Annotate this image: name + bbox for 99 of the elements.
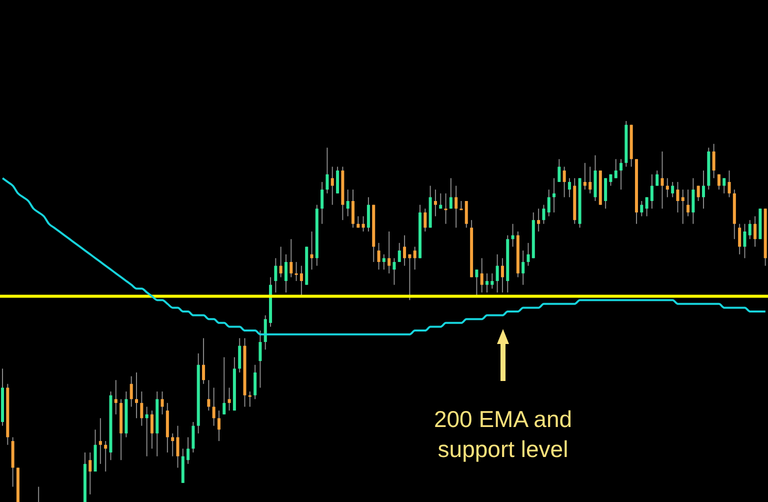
candlestick bbox=[388, 230, 391, 274]
candlestick bbox=[424, 208, 427, 232]
candlestick bbox=[377, 242, 380, 270]
candlestick bbox=[464, 200, 468, 228]
candlestick bbox=[439, 192, 442, 210]
candlestick bbox=[681, 189, 684, 224]
candlestick bbox=[754, 216, 757, 248]
candlestick bbox=[604, 178, 608, 210]
candlestick bbox=[717, 174, 720, 190]
candlestick bbox=[748, 220, 752, 240]
candlestick bbox=[522, 250, 525, 286]
candlestick bbox=[743, 223, 746, 259]
candlestick bbox=[382, 254, 386, 270]
candlestick bbox=[686, 189, 690, 217]
candlestick bbox=[135, 372, 138, 419]
candlestick bbox=[696, 185, 700, 202]
candlestick bbox=[562, 166, 566, 198]
candlestick bbox=[150, 410, 154, 450]
candlestick bbox=[614, 158, 618, 179]
candlestick bbox=[351, 189, 354, 228]
candlestick bbox=[192, 421, 195, 453]
candlestick bbox=[274, 258, 278, 293]
candlestick bbox=[88, 452, 92, 495]
candlestick bbox=[500, 258, 504, 293]
candlestick bbox=[130, 376, 133, 408]
candlestick bbox=[222, 356, 226, 415]
candlestick bbox=[145, 406, 148, 457]
candlestick bbox=[228, 387, 231, 412]
annotation: 200 EMA and support level bbox=[432, 405, 574, 464]
candlestick bbox=[366, 196, 370, 232]
candlestick bbox=[511, 223, 514, 248]
candlestick bbox=[434, 189, 437, 217]
candlestick bbox=[140, 391, 144, 426]
candlestick bbox=[676, 181, 680, 213]
candlestick bbox=[660, 150, 664, 210]
candlestick bbox=[738, 223, 742, 255]
candlestick bbox=[403, 234, 406, 266]
candlestick bbox=[650, 174, 654, 210]
candlestick bbox=[398, 242, 401, 262]
candlestick bbox=[320, 181, 324, 224]
candlestick bbox=[620, 158, 623, 190]
candlestick bbox=[640, 200, 644, 217]
candlestick bbox=[186, 436, 190, 464]
candlestick bbox=[444, 192, 448, 224]
candlestick bbox=[310, 230, 314, 270]
candlestick bbox=[460, 200, 463, 210]
candlestick bbox=[207, 380, 210, 412]
candlestick bbox=[202, 338, 206, 384]
candlestick bbox=[490, 272, 494, 290]
candlestick bbox=[552, 178, 556, 213]
candlestick bbox=[238, 338, 242, 373]
candlestick bbox=[671, 181, 674, 198]
candlestick bbox=[568, 178, 571, 198]
candlestick bbox=[217, 410, 220, 442]
candlestick bbox=[408, 254, 412, 301]
candlestick bbox=[486, 272, 489, 293]
candlestick bbox=[656, 170, 659, 186]
candlestick bbox=[294, 261, 298, 282]
candlestick bbox=[475, 269, 478, 297]
candlestick bbox=[326, 147, 329, 194]
candlestick bbox=[104, 440, 108, 472]
candlestick bbox=[258, 330, 262, 388]
candlestick bbox=[583, 162, 586, 190]
candlestick bbox=[98, 418, 102, 464]
candlestick bbox=[279, 246, 282, 278]
candlestick bbox=[454, 185, 458, 228]
candlestick bbox=[330, 166, 334, 206]
candlestick bbox=[588, 166, 592, 194]
candlestick bbox=[692, 178, 695, 224]
candlestick bbox=[526, 242, 530, 266]
candlestick bbox=[537, 208, 540, 232]
candlestick bbox=[300, 265, 303, 297]
candlestick bbox=[558, 158, 561, 182]
candlestick bbox=[212, 387, 216, 426]
candlestick bbox=[496, 254, 499, 293]
candlestick bbox=[160, 391, 164, 415]
candlestick bbox=[171, 432, 174, 457]
candlestick bbox=[254, 364, 257, 400]
candlestick bbox=[176, 425, 180, 468]
candlestick bbox=[666, 178, 669, 198]
candlestick bbox=[264, 314, 267, 350]
candlestick bbox=[284, 254, 288, 293]
candlestick bbox=[336, 166, 340, 194]
candlestick bbox=[114, 380, 118, 415]
candlestick bbox=[362, 216, 365, 232]
candlestick bbox=[542, 204, 546, 224]
candlestick bbox=[728, 170, 731, 198]
candlestick bbox=[547, 189, 550, 217]
candlestick bbox=[702, 170, 705, 210]
candlestick bbox=[346, 189, 350, 217]
candlestick bbox=[722, 178, 726, 194]
candlestick bbox=[449, 178, 452, 210]
candlestick bbox=[712, 143, 716, 179]
candlestick bbox=[480, 258, 484, 293]
candlestick bbox=[413, 246, 416, 270]
candlestick bbox=[290, 238, 293, 278]
candlestick bbox=[645, 196, 648, 217]
candlestick bbox=[248, 391, 252, 408]
candlestick bbox=[392, 258, 396, 286]
